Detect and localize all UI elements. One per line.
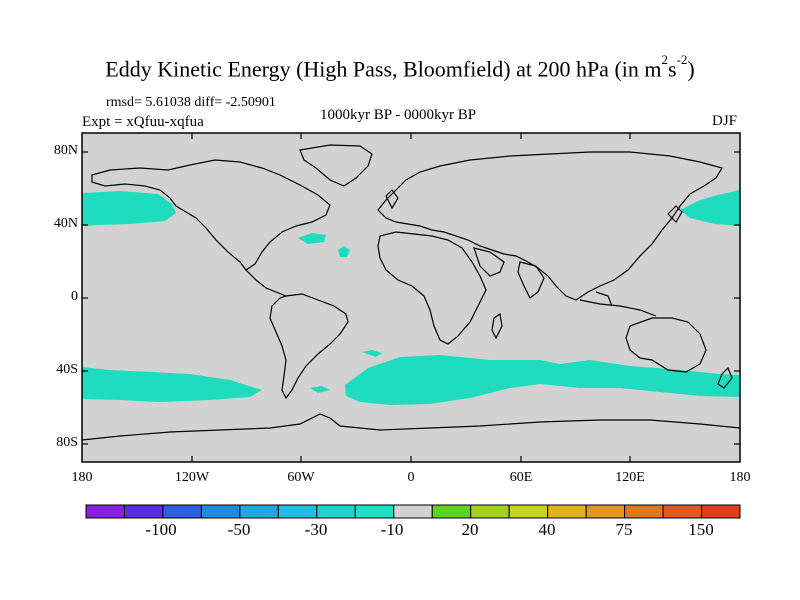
coast-british-isles — [385, 189, 399, 210]
period-text: 1000kyr BP - 0000kyr BP — [320, 107, 477, 123]
coast-greenland — [299, 144, 373, 187]
y-tick-label: 40N — [53, 216, 78, 231]
coast-africa — [377, 231, 487, 345]
colorbar-box — [547, 504, 587, 519]
colorbar-box — [162, 504, 202, 519]
colorbar-box — [239, 504, 279, 519]
colorbar-box — [85, 504, 125, 519]
coast-japan — [667, 205, 683, 223]
colorbar-box — [624, 504, 664, 519]
colorbar-box — [585, 504, 626, 519]
x-tick-label: 180 — [71, 470, 93, 485]
x-tick-label: 0 — [407, 470, 415, 485]
colorbar-box — [354, 504, 395, 519]
colorbar-label: 40 — [538, 520, 556, 539]
colorbar-box — [316, 504, 356, 519]
anomaly-north-atlantic-small — [298, 233, 326, 244]
colorbar-box — [662, 504, 703, 519]
coast-india — [517, 261, 545, 299]
rmsd-text: rmsd= 5.61038 diff= -2.50901 — [106, 95, 276, 110]
coast-antarctica — [81, 413, 741, 441]
season-text: DJF — [712, 113, 738, 129]
y-tick-label: 40S — [56, 362, 78, 377]
x-tick-label: 120W — [174, 470, 210, 485]
coast-south-america — [269, 293, 349, 400]
colorbar-label: 75 — [615, 520, 633, 539]
colorbar-box — [470, 504, 510, 519]
anomaly-southern-ocean — [345, 355, 740, 405]
colorbar-box — [701, 504, 741, 519]
colorbar-label: -50 — [227, 520, 251, 539]
anomaly-north-atlantic-tiny — [338, 246, 350, 257]
colorbar-label: -10 — [380, 520, 404, 539]
chart-title: Eddy Kinetic Energy (High Pass, Bloomfie… — [105, 52, 695, 82]
colorbar-box — [393, 504, 433, 519]
coast-new-zealand — [717, 366, 733, 389]
anomaly-south-atlantic-small — [362, 350, 382, 357]
map-background — [82, 133, 740, 462]
colorbar — [85, 504, 741, 519]
colorbar-label: 150 — [688, 520, 714, 539]
colorbar-box — [508, 504, 549, 519]
anomaly-drake-small — [310, 386, 330, 393]
colorbar-box — [277, 504, 318, 519]
x-tick-label: 60W — [287, 470, 315, 485]
y-ticks — [82, 151, 740, 445]
x-ticks — [191, 133, 631, 462]
x-tick-label: 60E — [509, 470, 533, 485]
coast-australia — [625, 317, 707, 373]
anomaly-south-pacific — [82, 367, 262, 402]
coast-madagascar — [491, 312, 503, 340]
colorbar-label: -30 — [304, 520, 328, 539]
x-tick-label: 120E — [615, 470, 645, 485]
x-tick-label: 180 — [729, 470, 751, 485]
coast-indonesia — [579, 291, 657, 317]
colorbar-box — [123, 504, 164, 519]
colorbar-label: 20 — [461, 520, 479, 539]
colorbar-label: -100 — [145, 520, 177, 539]
coastlines — [81, 144, 741, 441]
anomaly-north-pacific-east — [82, 191, 176, 226]
y-tick-label: 0 — [71, 289, 78, 304]
colorbar-box — [431, 504, 472, 519]
y-tick-label: 80S — [56, 435, 78, 450]
anomaly-north-pacific-west — [680, 190, 740, 226]
coast-europe-asia — [377, 151, 723, 301]
colorbar-box — [200, 504, 241, 519]
coast-arabia — [473, 247, 505, 277]
anomaly-regions — [82, 190, 740, 405]
expt-text: Expt = xQfuu-xqfua — [82, 114, 204, 130]
coast-central-america — [245, 269, 287, 297]
coast-north-america — [91, 159, 331, 271]
y-tick-label: 80N — [53, 143, 78, 158]
